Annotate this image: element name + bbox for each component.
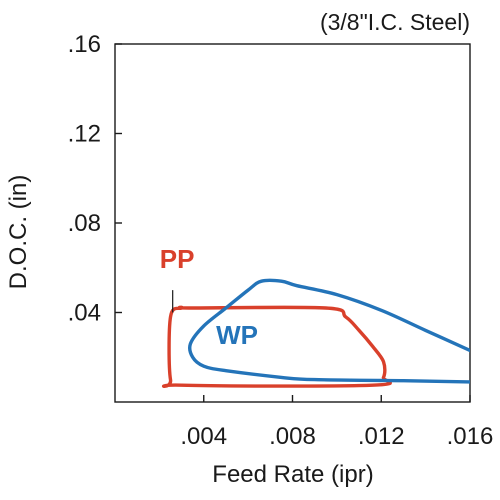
series-label-pp: PP [160, 244, 195, 274]
series-layer [161, 278, 470, 389]
x-axis-label: Feed Rate (ipr) [212, 461, 373, 488]
y-tick-label: .08 [68, 210, 101, 237]
series-label-wp: WP [216, 320, 258, 350]
x-tick-label: .012 [358, 423, 405, 450]
tick-labels: .04 .08 .12 .16 .004 .008 .012 .016 [68, 31, 494, 450]
x-tick-label: .016 [447, 423, 494, 450]
series-outline-wp [187, 278, 470, 384]
y-tick-label: .16 [68, 31, 101, 58]
y-axis-label: D.O.C. (in) [5, 175, 32, 290]
y-tick-label: .04 [68, 300, 101, 327]
x-tick-label: .008 [269, 423, 316, 450]
series-labels: PP WP [160, 244, 258, 350]
y-tick-label: .12 [68, 121, 101, 148]
x-tick-label: .004 [180, 423, 227, 450]
y-axis-label-group: D.O.C. (in) [5, 175, 32, 290]
series-outline-pp [161, 305, 392, 389]
chart-title: (3/8"I.C. Steel) [320, 9, 470, 35]
